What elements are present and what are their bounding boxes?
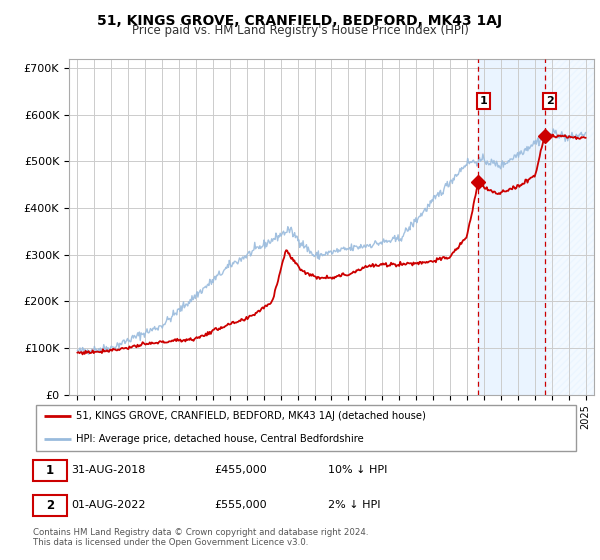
Text: Price paid vs. HM Land Registry's House Price Index (HPI): Price paid vs. HM Land Registry's House … xyxy=(131,24,469,38)
Text: £555,000: £555,000 xyxy=(214,501,267,510)
Text: 01-AUG-2022: 01-AUG-2022 xyxy=(71,501,146,510)
FancyBboxPatch shape xyxy=(34,495,67,516)
Text: HPI: Average price, detached house, Central Bedfordshire: HPI: Average price, detached house, Cent… xyxy=(77,435,364,444)
Text: 1: 1 xyxy=(479,96,487,106)
Text: 2% ↓ HPI: 2% ↓ HPI xyxy=(328,501,380,510)
FancyBboxPatch shape xyxy=(36,405,576,451)
FancyBboxPatch shape xyxy=(34,460,67,480)
Text: 31-AUG-2018: 31-AUG-2018 xyxy=(71,465,145,475)
Text: 2: 2 xyxy=(46,499,54,512)
Text: 2: 2 xyxy=(546,96,554,106)
Text: 51, KINGS GROVE, CRANFIELD, BEDFORD, MK43 1AJ (detached house): 51, KINGS GROVE, CRANFIELD, BEDFORD, MK4… xyxy=(77,412,427,421)
Text: £455,000: £455,000 xyxy=(214,465,267,475)
Text: 1: 1 xyxy=(46,464,54,477)
Text: 51, KINGS GROVE, CRANFIELD, BEDFORD, MK43 1AJ: 51, KINGS GROVE, CRANFIELD, BEDFORD, MK4… xyxy=(97,14,503,28)
Bar xyxy=(545,59,594,395)
Bar xyxy=(478,59,545,395)
Text: 10% ↓ HPI: 10% ↓ HPI xyxy=(328,465,387,475)
Text: Contains HM Land Registry data © Crown copyright and database right 2024.
This d: Contains HM Land Registry data © Crown c… xyxy=(33,528,368,547)
